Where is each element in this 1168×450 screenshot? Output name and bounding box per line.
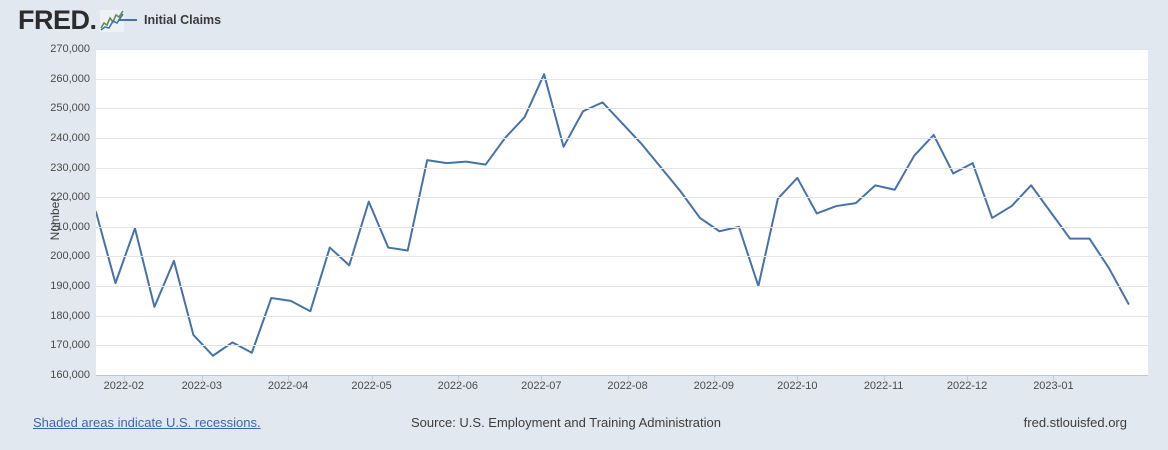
series-line-path [96, 73, 1130, 357]
x-tick-label: 2022-04 [267, 380, 309, 392]
y-tick-label: 210,000 [50, 220, 90, 233]
x-tick-label: 2022-07 [521, 380, 562, 392]
x-tick-label: 2022-03 [181, 380, 222, 392]
fred-logo: FRED . [18, 5, 125, 35]
plot-area[interactable] [96, 49, 1148, 376]
chart-footer: Shaded areas indicate U.S. recessions. S… [0, 415, 1168, 439]
series-initial-claims [96, 73, 1130, 357]
gridline [96, 197, 1148, 199]
legend-line-swatch [118, 19, 137, 21]
sparkline-icon [100, 10, 125, 32]
y-tick-label: 270,000 [50, 43, 90, 55]
x-tick-label: 2023-01 [1033, 380, 1074, 392]
y-tick-label: 230,000 [50, 161, 90, 174]
x-tick-mark [797, 376, 799, 382]
x-tick-label: 2022-06 [437, 380, 478, 392]
y-tick-label: 190,000 [50, 280, 90, 293]
x-tick-label: 2022-09 [693, 380, 735, 392]
y-tick-label: 180,000 [50, 309, 90, 322]
x-tick-mark [541, 376, 543, 382]
x-tick-mark [1053, 376, 1055, 382]
gridline [96, 286, 1148, 288]
x-tick-mark [627, 376, 629, 382]
y-tick-label: 250,000 [50, 102, 90, 115]
y-tick-label: 260,000 [50, 72, 90, 85]
x-tick-mark [457, 376, 459, 382]
gridline [96, 226, 1148, 228]
source-note: Source: U.S. Employment and Training Adm… [411, 415, 721, 430]
gridline [96, 167, 1148, 169]
x-tick-label: 2022-08 [607, 380, 648, 392]
x-tick-mark [123, 376, 125, 382]
gridline [96, 108, 1148, 110]
x-tick-label: 2022-11 [863, 380, 904, 392]
gridline [96, 137, 1148, 139]
fred-logo-dot: . [89, 5, 98, 35]
x-tick-mark [288, 376, 290, 382]
x-tick-label: 2022-10 [777, 380, 818, 392]
gridline [96, 345, 1148, 347]
chart-legend[interactable]: Initial Claims [118, 11, 221, 29]
gridline [96, 78, 1148, 80]
y-tick-label: 200,000 [50, 250, 90, 263]
x-tick-mark [201, 376, 203, 382]
y-tick-label: 170,000 [50, 339, 90, 352]
y-tick-label: 160,000 [50, 369, 90, 381]
y-axis-tick-labels: 270,000 260,000 250,000 240,000 230,000 220,0… [0, 0, 90, 450]
gridline [96, 256, 1148, 258]
recession-note-link[interactable]: Shaded areas indicate U.S. recessions. [33, 415, 261, 430]
x-axis-tick-labels: 2022-02 2022-03 2022-04 2022-05 2022-06 2022-… [0, 380, 1168, 400]
x-tick-mark [713, 376, 715, 382]
gridline [96, 49, 1148, 50]
x-tick-label: 2022-12 [946, 380, 988, 392]
y-tick-label: 220,000 [50, 191, 90, 204]
x-tick-label: 2022-05 [351, 380, 392, 392]
x-tick-mark [883, 376, 885, 382]
x-tick-mark [967, 376, 969, 382]
y-tick-label: 240,000 [50, 131, 90, 144]
x-tick-mark [371, 376, 373, 382]
site-url-note: fred.stlouisfed.org [1023, 415, 1127, 430]
x-tick-label: 2022-02 [103, 380, 145, 392]
chart-header: FRED . Initial Claims [0, 0, 1168, 40]
gridline [96, 315, 1148, 317]
legend-series-label: Initial Claims [144, 13, 222, 27]
fred-wordmark: FRED [18, 5, 90, 35]
